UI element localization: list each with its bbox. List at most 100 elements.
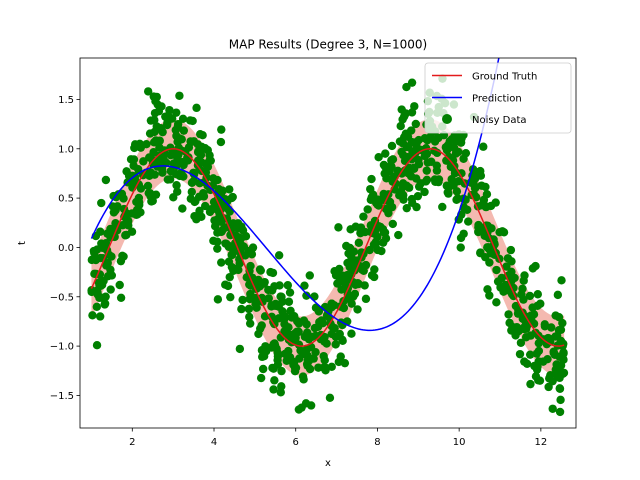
noisy-data-point <box>161 112 170 121</box>
noisy-data-point <box>334 357 344 367</box>
noisy-data-point <box>334 223 343 232</box>
noisy-data-point <box>203 162 213 171</box>
noisy-data-point <box>327 362 336 372</box>
noisy-data-point <box>134 165 143 174</box>
noisy-data-point <box>402 181 411 190</box>
noisy-data-point <box>464 217 473 226</box>
noisy-data-point <box>380 169 389 178</box>
noisy-data-point <box>553 290 563 300</box>
noisy-data-point <box>233 219 243 228</box>
noisy-data-point <box>407 78 417 87</box>
noisy-data-point <box>225 185 234 194</box>
noisy-data-point <box>457 169 466 178</box>
noisy-data-point <box>525 350 535 359</box>
noisy-data-point <box>526 379 535 389</box>
noisy-data-point <box>359 212 368 221</box>
noisy-data-point <box>97 198 106 208</box>
noisy-data-point <box>146 192 155 201</box>
x-axis-ticks: 2 4 6 8 10 12 <box>129 428 547 448</box>
noisy-data-point <box>226 292 235 302</box>
y-axis-label: t <box>17 241 28 245</box>
noisy-data-point <box>487 224 496 233</box>
noisy-data-point <box>127 227 137 236</box>
noisy-data-point <box>381 149 390 158</box>
noisy-data-point <box>338 335 347 345</box>
noisy-data-point <box>258 364 268 374</box>
noisy-data-point <box>87 287 96 297</box>
y-tick-label: −0.5 <box>50 292 74 303</box>
noisy-data-point <box>533 362 542 371</box>
legend: Ground Truth Prediction Noisy Data <box>424 62 572 134</box>
plot-frame <box>79 57 577 429</box>
noisy-data-point <box>559 348 568 357</box>
noisy-data-point <box>118 251 127 261</box>
noisy-data-point <box>305 364 315 374</box>
noisy-data-point <box>544 382 553 392</box>
noisy-data-point <box>434 175 444 184</box>
noisy-data-point <box>89 246 99 256</box>
noisy-data-point <box>335 264 344 274</box>
noisy-data-point <box>199 192 209 201</box>
noisy-data-point <box>143 181 153 191</box>
noisy-data-point <box>327 299 336 308</box>
noisy-data-point <box>228 250 237 260</box>
noisy-data-point <box>367 174 376 184</box>
noisy-data-point <box>235 344 245 354</box>
noisy-data-point <box>213 214 223 224</box>
noisy-data-point <box>92 302 102 312</box>
noisy-data-point <box>197 212 206 221</box>
x-tick-label: 8 <box>374 437 380 448</box>
noisy-data-point <box>422 166 431 175</box>
noisy-data-point <box>404 169 413 178</box>
noisy-data-point <box>511 301 521 311</box>
noisy-data-point <box>254 329 263 339</box>
x-tick-label: 10 <box>453 437 466 448</box>
noisy-data-point <box>213 244 222 253</box>
y-tick-label: 0.0 <box>58 243 74 254</box>
noisy-data-point <box>482 190 492 199</box>
noisy-data-point <box>88 311 97 320</box>
noisy-data-point <box>101 175 111 185</box>
legend-ground-truth-label: Ground Truth <box>472 72 537 83</box>
noisy-data-point <box>548 404 557 413</box>
noisy-data-point <box>132 210 141 219</box>
noisy-data-point <box>96 253 105 263</box>
noisy-data-point <box>273 355 282 365</box>
noisy-data-point <box>452 187 462 196</box>
noisy-data-point <box>285 288 295 297</box>
noisy-data-point <box>461 148 471 158</box>
noisy-data-point <box>115 280 124 290</box>
noisy-data-point <box>414 135 423 145</box>
noisy-data-point <box>121 231 130 240</box>
noisy-data-point <box>502 262 511 271</box>
noisy-data-point <box>345 294 355 304</box>
noisy-data-point <box>267 343 276 352</box>
noisy-data-point <box>274 251 284 260</box>
noisy-data-point <box>237 304 246 314</box>
noisy-data-point <box>101 292 110 301</box>
noisy-data-point <box>304 334 314 344</box>
noisy-data-point <box>414 182 424 191</box>
noisy-data-point <box>410 102 419 111</box>
noisy-data-point <box>256 266 265 275</box>
noisy-data-point <box>387 141 397 151</box>
noisy-data-point <box>314 307 324 316</box>
noisy-data-point <box>547 323 556 332</box>
noisy-data-point <box>324 307 333 316</box>
y-tick-label: 0.5 <box>58 194 74 205</box>
noisy-data-point <box>284 346 293 356</box>
noisy-data-point <box>558 318 567 328</box>
noisy-data-point <box>195 129 205 139</box>
noisy-data-point <box>213 228 222 237</box>
noisy-data-point <box>556 395 565 405</box>
legend-noisy-data-swatch <box>442 114 452 124</box>
noisy-data-point <box>333 279 342 288</box>
noisy-data-point <box>374 153 383 162</box>
noisy-data-point <box>270 376 279 385</box>
noisy-data-point <box>493 277 503 286</box>
noisy-data-point <box>531 261 540 271</box>
noisy-data-point <box>394 230 403 240</box>
y-tick-label: 1.5 <box>58 95 74 106</box>
noisy-data-point <box>536 299 545 308</box>
noisy-data-point <box>373 195 382 204</box>
